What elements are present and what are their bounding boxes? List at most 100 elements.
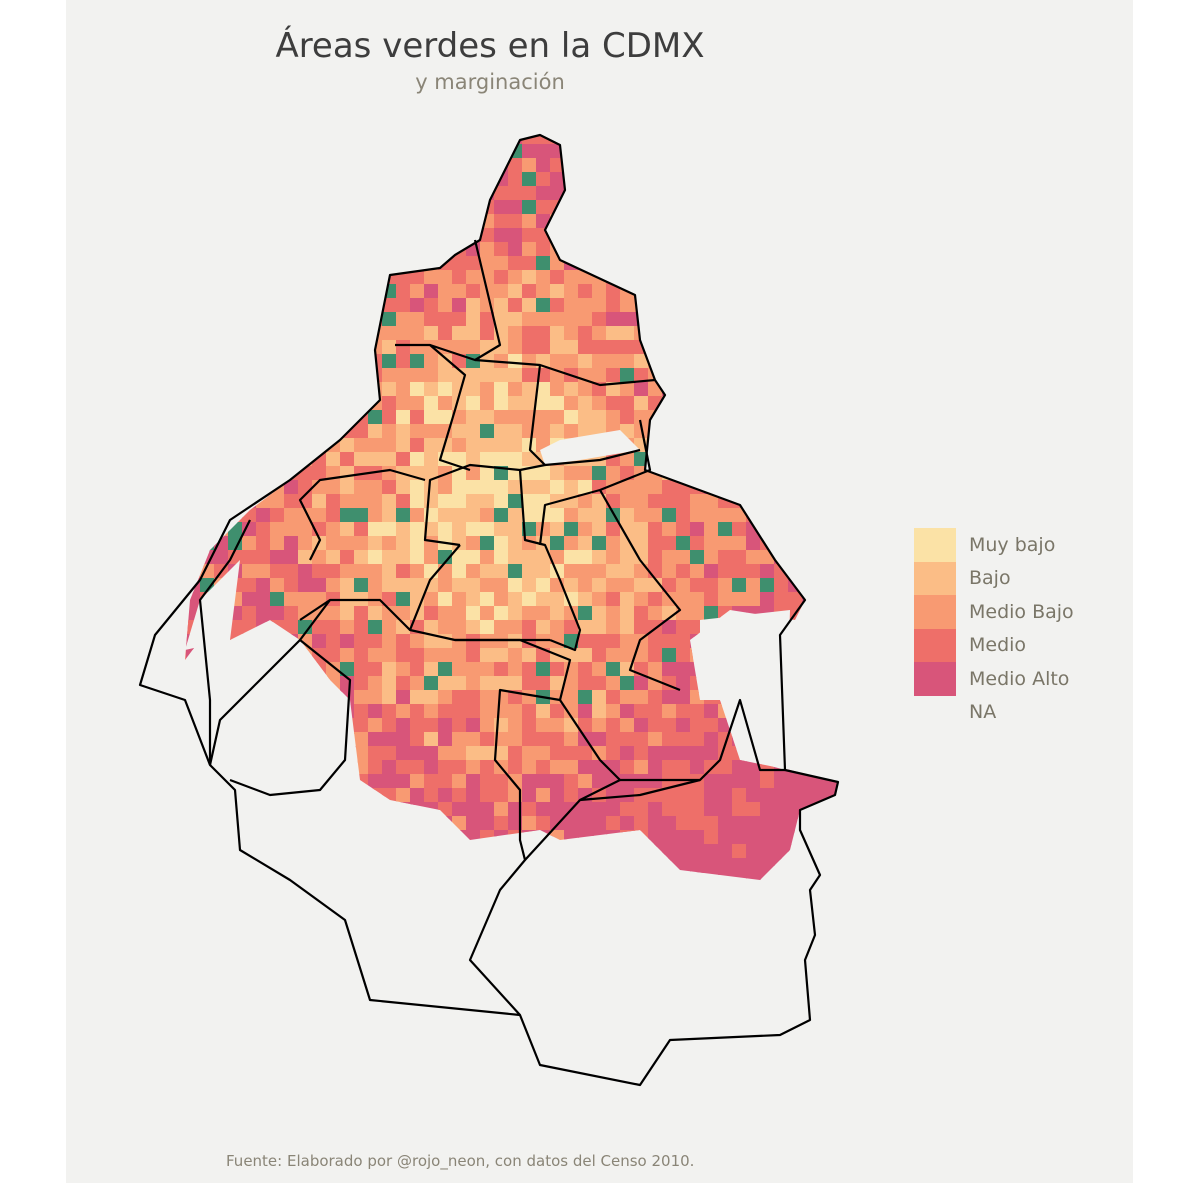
census-tract bbox=[185, 494, 186, 509]
census-tract bbox=[158, 662, 175, 676]
census-tract bbox=[382, 648, 399, 663]
census-tract bbox=[732, 326, 748, 343]
census-tract bbox=[312, 396, 327, 411]
census-tract bbox=[452, 284, 467, 299]
census-tract bbox=[634, 135, 651, 146]
census-tract bbox=[494, 522, 510, 537]
census-tract bbox=[158, 214, 175, 230]
census-tract bbox=[480, 816, 497, 833]
census-tract bbox=[382, 298, 399, 314]
census-tract bbox=[788, 592, 802, 609]
census-tract bbox=[396, 578, 411, 593]
census-tract bbox=[606, 466, 623, 483]
census-tract bbox=[214, 858, 231, 874]
census-tract bbox=[606, 522, 623, 538]
census-tract bbox=[662, 690, 676, 704]
census-tract bbox=[284, 158, 299, 175]
census-tract bbox=[410, 298, 426, 315]
census-tract bbox=[774, 802, 790, 817]
census-tract bbox=[466, 368, 483, 382]
census-tract bbox=[760, 774, 774, 791]
census-tract bbox=[592, 135, 609, 145]
census-tract bbox=[410, 158, 425, 174]
census-tract bbox=[732, 508, 746, 525]
census-tract bbox=[704, 242, 720, 257]
census-tract bbox=[788, 452, 804, 467]
census-tract bbox=[634, 858, 648, 873]
census-tract bbox=[270, 536, 285, 551]
census-tract bbox=[298, 326, 314, 341]
census-tract bbox=[522, 298, 536, 315]
census-tract bbox=[508, 760, 522, 775]
census-tract bbox=[606, 326, 622, 342]
census-tract bbox=[396, 494, 410, 511]
census-tract bbox=[592, 382, 608, 398]
census-tract bbox=[368, 200, 385, 217]
census-tract bbox=[354, 200, 369, 215]
census-tract bbox=[760, 158, 776, 172]
census-tract bbox=[844, 438, 861, 454]
census-tract bbox=[185, 830, 187, 846]
census-tract bbox=[788, 690, 802, 707]
census-tract bbox=[256, 270, 272, 286]
census-tract bbox=[312, 270, 328, 284]
census-tract bbox=[662, 200, 677, 216]
census-tract bbox=[676, 872, 693, 880]
census-tract bbox=[662, 760, 677, 776]
census-tract bbox=[844, 718, 859, 734]
census-tract bbox=[270, 564, 285, 581]
census-tract bbox=[732, 802, 747, 818]
census-tract bbox=[550, 746, 567, 762]
census-tract bbox=[774, 158, 790, 173]
census-tract bbox=[550, 270, 565, 285]
census-tract bbox=[368, 186, 383, 203]
census-tract bbox=[522, 480, 537, 496]
census-tract bbox=[690, 466, 707, 480]
census-tract bbox=[368, 135, 382, 144]
census-tract bbox=[760, 522, 776, 538]
census-tract bbox=[550, 354, 564, 369]
census-tract bbox=[242, 312, 257, 326]
census-tract bbox=[634, 676, 648, 692]
census-tract bbox=[466, 592, 481, 608]
census-tract bbox=[536, 494, 551, 508]
census-tract bbox=[185, 270, 186, 285]
census-tract bbox=[732, 200, 748, 215]
census-tract bbox=[368, 690, 384, 704]
census-tract bbox=[606, 690, 622, 705]
census-tract bbox=[676, 158, 690, 175]
census-tract bbox=[200, 480, 216, 494]
census-tract bbox=[214, 172, 229, 188]
census-tract bbox=[578, 284, 593, 300]
census-tract bbox=[452, 200, 468, 216]
census-tract bbox=[186, 354, 200, 370]
census-tract bbox=[158, 536, 172, 550]
census-tract bbox=[788, 704, 802, 719]
census-tract bbox=[368, 172, 383, 187]
census-tract bbox=[802, 774, 816, 789]
census-tract bbox=[256, 844, 271, 858]
census-tract bbox=[816, 242, 830, 259]
census-tract bbox=[676, 186, 692, 200]
census-tract bbox=[130, 298, 145, 315]
census-tract bbox=[844, 466, 859, 480]
census-tract bbox=[620, 746, 635, 761]
census-tract bbox=[396, 452, 411, 469]
census-tract bbox=[354, 858, 369, 874]
census-tract bbox=[340, 452, 357, 467]
census-tract bbox=[690, 326, 707, 343]
census-tract bbox=[508, 396, 523, 410]
census-tract bbox=[634, 732, 651, 749]
census-tract bbox=[802, 410, 817, 424]
census-tract bbox=[480, 718, 495, 732]
census-tract bbox=[788, 326, 803, 342]
census-tract bbox=[690, 270, 704, 285]
census-tract bbox=[466, 550, 482, 567]
census-tract bbox=[438, 508, 452, 524]
census-tract bbox=[620, 634, 637, 649]
census-tract bbox=[676, 466, 691, 481]
census-tract bbox=[228, 340, 244, 355]
census-tract bbox=[214, 242, 228, 259]
census-tract bbox=[676, 662, 691, 679]
census-tract bbox=[522, 368, 536, 385]
